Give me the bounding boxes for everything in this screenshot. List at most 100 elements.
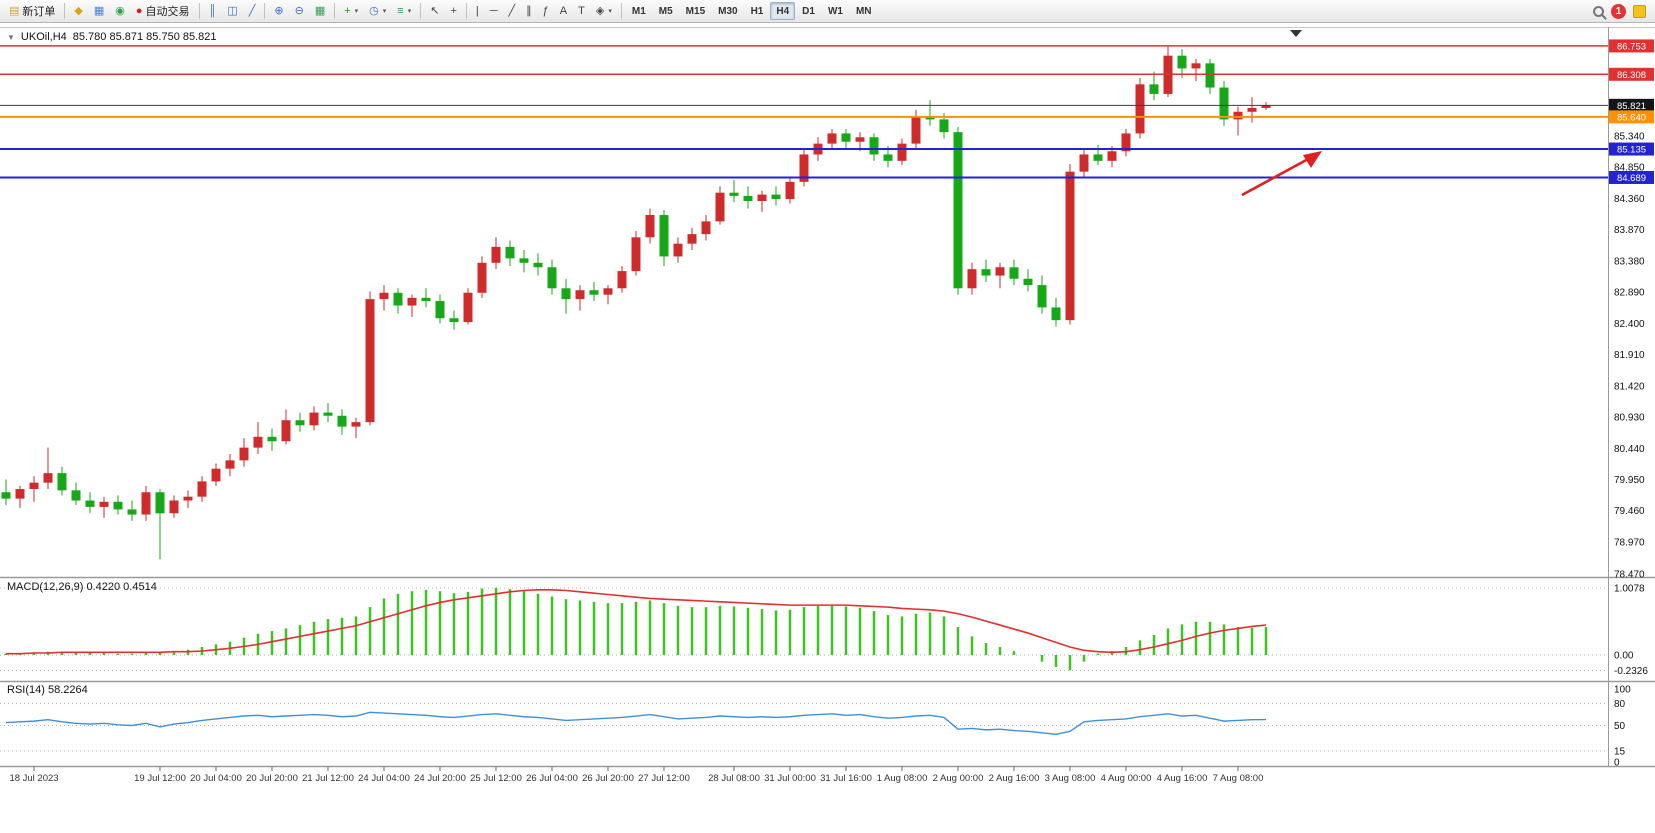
svg-text:20 Jul 20:00: 20 Jul 20:00 (246, 773, 298, 784)
price-badge: 85.821 (1609, 98, 1654, 112)
tile-windows-button[interactable]: ▦ (310, 2, 330, 21)
svg-text:85.821: 85.821 (1617, 101, 1646, 112)
timeframe-m1-button[interactable]: M1 (631, 5, 646, 17)
svg-text:28 Jul 08:00: 28 Jul 08:00 (708, 773, 760, 784)
svg-text:2 Aug 16:00: 2 Aug 16:00 (989, 773, 1040, 784)
shapes-icon: ◈ (595, 4, 605, 17)
svg-text:82.890: 82.890 (1614, 288, 1645, 299)
toolbar: ▤ 新订单 ◆ ▦ ◉ ● 自动交易 ║ ◫ ╱ ⊕ ⊖ ▦ + ▾ ◷ ▾ ≡ ▾ ↖ + | ─ ╱ ∥ ƒ A T ◈ ▾ M1 M5 M… (0, 0, 1655, 23)
price-badge: 86.308 (1609, 67, 1654, 81)
price-badge: 84.689 (1609, 170, 1654, 184)
svg-text:85.640: 85.640 (1617, 113, 1646, 124)
community-button[interactable]: ◉ (110, 2, 130, 21)
toolbar-separator (465, 3, 467, 19)
bar-chart-icon: ║ (208, 4, 217, 17)
search-icon[interactable] (1593, 5, 1604, 17)
new-chart-button[interactable]: + ▾ (339, 2, 363, 21)
toolbar-separator (264, 3, 266, 19)
toolbar-separator (198, 3, 200, 19)
toolbar-separator (420, 3, 422, 19)
arrow-annotation[interactable] (1241, 151, 1322, 197)
zoom-in-button[interactable]: ⊕ (269, 2, 288, 21)
svg-text:50: 50 (1614, 721, 1626, 732)
ohlc-values: 85.780 85.871 85.750 85.821 (72, 31, 217, 43)
rsi-label-text: RSI(14) 58.2264 (7, 684, 88, 696)
svg-text:4 Aug 16:00: 4 Aug 16:00 (1157, 773, 1208, 784)
svg-text:85.135: 85.135 (1617, 145, 1646, 156)
line-chart-icon: ╱ (248, 4, 256, 17)
timeframe-mn-button[interactable]: MN (855, 5, 872, 17)
svg-text:19 Jul 12:00: 19 Jul 12:00 (134, 773, 186, 784)
shapes-button[interactable]: ◈ ▾ (591, 2, 617, 21)
svg-text:84.689: 84.689 (1617, 173, 1646, 184)
sound-button[interactable]: ◆ (69, 2, 87, 21)
candles-layer (1, 46, 1271, 560)
profiles-button[interactable]: ◷ ▾ (364, 2, 391, 21)
panel-borders[interactable] (0, 27, 1655, 768)
label-button[interactable]: T (573, 2, 590, 21)
horizontal-line-button[interactable]: ─ (485, 2, 503, 21)
time-axis[interactable]: 18 Jul 2023 19 Jul 12:00 20 Jul 04:00 20 Ju… (9, 766, 1263, 785)
fibonacci-icon: ƒ (542, 4, 549, 17)
vertical-line-button[interactable]: | (471, 2, 484, 21)
svg-text:78.970: 78.970 (1614, 537, 1645, 548)
toolbar-buttons: ▤ 新订单 ◆ ▦ ◉ ● 自动交易 ║ ◫ ╱ ⊕ ⊖ ▦ + ▾ ◷ ▾ ≡ ▾ ↖ + | ─ ╱ ∥ ƒ A T ◈ ▾ M1 M5 M… (4, 2, 878, 21)
new-order-button[interactable]: ▤ 新订单 (4, 2, 60, 21)
toolbar-right: 1 (1593, 3, 1651, 19)
macd-panel: 1.0078 0.00 -0.2326 (0, 583, 1648, 677)
timeframe-m5-button[interactable]: M5 (658, 5, 673, 17)
svg-text:18 Jul 2023: 18 Jul 2023 (9, 773, 58, 784)
channel-button[interactable]: ∥ (521, 2, 537, 21)
svg-text:26 Jul 20:00: 26 Jul 20:00 (582, 773, 634, 784)
price-axis[interactable]: 85.340 84.850 84.360 83.870 83.380 82.890 82.4… (1609, 39, 1654, 580)
text-button[interactable]: A (555, 2, 572, 21)
timeframe-m30-button[interactable]: M30 (718, 5, 738, 17)
cursor-button[interactable]: ↖ (425, 2, 444, 21)
trendline-button[interactable]: ╱ (504, 2, 521, 21)
indicators-button[interactable]: ≡ ▾ (392, 2, 416, 21)
svg-text:31 Jul 00:00: 31 Jul 00:00 (764, 773, 816, 784)
svg-text:1 Aug 08:00: 1 Aug 08:00 (877, 773, 928, 784)
line-chart-button[interactable]: ╱ (244, 2, 261, 21)
macd-label: MACD(12,26,9) 0.4220 0.4514 (7, 581, 157, 593)
svg-text:83.870: 83.870 (1614, 225, 1645, 236)
autotrading-button[interactable]: ● 自动交易 (131, 2, 195, 21)
autotrading-button-label: 自动交易 (145, 6, 190, 18)
alert-icon[interactable] (1633, 4, 1646, 18)
bar-chart-button[interactable]: ║ (204, 2, 222, 21)
crosshair-button[interactable]: + (445, 2, 461, 21)
svg-text:27 Jul 12:00: 27 Jul 12:00 (638, 773, 690, 784)
timeframe-w1-button[interactable]: W1 (827, 5, 843, 17)
svg-text:25 Jul 12:00: 25 Jul 12:00 (470, 773, 522, 784)
profiles-icon: ◷ (369, 4, 379, 17)
chart-window[interactable]: 85.340 84.850 84.360 83.870 83.380 82.890 82.4… (0, 23, 1655, 833)
chart-shift-marker-icon[interactable] (1290, 30, 1302, 37)
toolbar-separator (334, 3, 336, 19)
collapse-icon[interactable]: ▼ (7, 32, 15, 42)
timeframe-h4-button[interactable]: H4 (770, 2, 796, 20)
notification-badge[interactable]: 1 (1611, 3, 1626, 19)
candle-chart-button[interactable]: ◫ (222, 2, 242, 21)
svg-text:0: 0 (1614, 758, 1620, 769)
price-badge: 86.753 (1609, 39, 1654, 53)
svg-text:79.460: 79.460 (1614, 506, 1645, 517)
timeframe-d1-button[interactable]: D1 (802, 5, 815, 17)
dropdown-arrow-icon: ▾ (608, 8, 612, 15)
sound-icon: ◆ (74, 4, 83, 17)
svg-text:1.0078: 1.0078 (1614, 583, 1645, 594)
horizontal-lines[interactable] (0, 45, 1608, 179)
market-watch-button[interactable]: ▦ (89, 2, 109, 21)
community-icon: ◉ (115, 4, 125, 17)
svg-text:81.910: 81.910 (1614, 350, 1645, 361)
zoom-out-button[interactable]: ⊖ (290, 2, 309, 21)
market-watch-icon: ▦ (93, 4, 105, 17)
rsi-panel: 100 80 50 150 (0, 685, 1631, 769)
price-badge: 85.135 (1609, 142, 1654, 156)
timeframe-h1-button[interactable]: H1 (750, 5, 764, 17)
svg-text:86.753: 86.753 (1617, 42, 1646, 53)
dropdown-arrow-icon: ▾ (382, 8, 387, 15)
timeframe-m15-button[interactable]: M15 (685, 5, 706, 17)
chart-canvas[interactable]: 85.340 84.850 84.360 83.870 83.380 82.890 82.4… (0, 23, 1655, 833)
svg-text:84.360: 84.360 (1614, 194, 1645, 205)
fibonacci-button[interactable]: ƒ (538, 2, 554, 21)
